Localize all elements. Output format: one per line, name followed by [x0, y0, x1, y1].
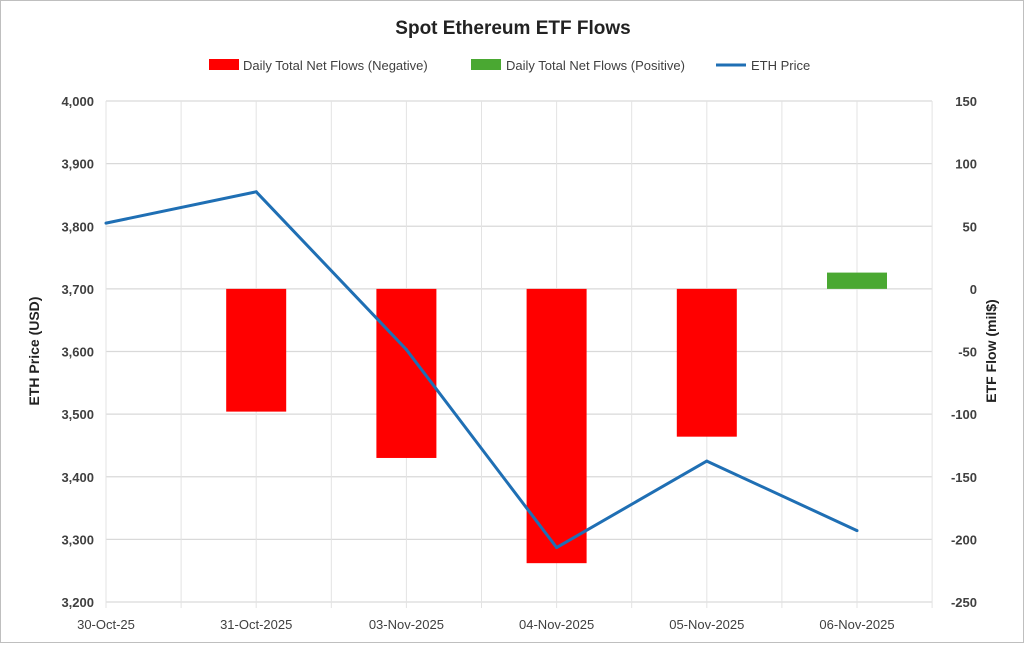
x-tick-label: 30-Oct-25 — [77, 617, 135, 632]
eth-price-point — [855, 529, 859, 533]
y-tick-label: 3,400 — [61, 470, 94, 485]
bar-negative-flow — [226, 288, 287, 412]
bar-negative-flow — [676, 288, 737, 437]
y-tick-label: 3,800 — [61, 219, 94, 234]
bar-negative-flow — [376, 288, 437, 458]
y-tick-label: 3,200 — [61, 595, 94, 610]
y-axis-label: ETH Price (USD) — [26, 297, 42, 406]
x-tick-label: 04-Nov-2025 — [519, 617, 594, 632]
y-tick-label: 3,900 — [61, 157, 94, 172]
eth-price-point — [104, 221, 108, 225]
legend-label-negative: Daily Total Net Flows (Negative) — [243, 58, 428, 73]
eth-price-point — [254, 190, 258, 194]
y-tick-label: 3,500 — [61, 407, 94, 422]
eth-price-point — [555, 546, 559, 550]
x-tick-label: 31-Oct-2025 — [220, 617, 292, 632]
y-tick-label: 4,000 — [61, 94, 94, 109]
y2-tick-label: 100 — [955, 157, 977, 172]
y-tick-label: 3,300 — [61, 532, 94, 547]
y2-tick-label: -150 — [951, 470, 977, 485]
legend-swatch-negative — [209, 59, 239, 70]
bar-positive-flow — [827, 272, 887, 289]
y2-tick-label: -100 — [951, 407, 977, 422]
x-tick-label: 05-Nov-2025 — [669, 617, 744, 632]
legend-label-price: ETH Price — [751, 58, 810, 73]
y2-tick-label: -50 — [958, 345, 977, 360]
eth-price-point — [705, 459, 709, 463]
y-tick-label: 3,700 — [61, 282, 94, 297]
legend-label-positive: Daily Total Net Flows (Positive) — [506, 58, 685, 73]
y2-tick-label: 0 — [970, 282, 977, 297]
x-tick-label: 03-Nov-2025 — [369, 617, 444, 632]
y2-tick-label: -250 — [951, 595, 977, 610]
eth-price-line — [105, 190, 858, 550]
legend-swatch-positive — [471, 59, 501, 70]
y-tick-label: 3,600 — [61, 345, 94, 360]
y2-tick-label: 50 — [963, 219, 977, 234]
chart-title: Spot Ethereum ETF Flows — [395, 18, 630, 39]
y2-tick-label: 150 — [955, 94, 977, 109]
bar-negative-flow — [526, 288, 587, 564]
legend: Daily Total Net Flows (Negative) Daily T… — [209, 58, 810, 73]
eth-price-point — [404, 348, 408, 352]
y2-axis-label: ETF Flow (mil$) — [983, 299, 999, 402]
x-tick-label: 06-Nov-2025 — [819, 617, 894, 632]
y2-tick-label: -200 — [951, 532, 977, 547]
